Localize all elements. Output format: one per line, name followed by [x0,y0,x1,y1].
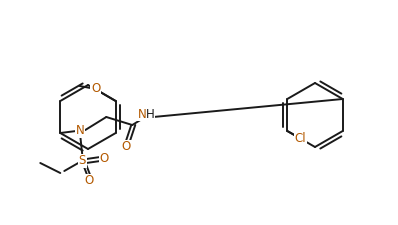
Text: Cl: Cl [295,133,306,146]
Text: N: N [76,124,85,137]
Text: O: O [100,153,109,166]
Text: O: O [91,83,100,95]
Text: O: O [122,140,131,153]
Text: S: S [78,155,86,167]
Text: N: N [138,108,146,121]
Text: O: O [85,175,94,187]
Text: H: H [146,108,155,122]
